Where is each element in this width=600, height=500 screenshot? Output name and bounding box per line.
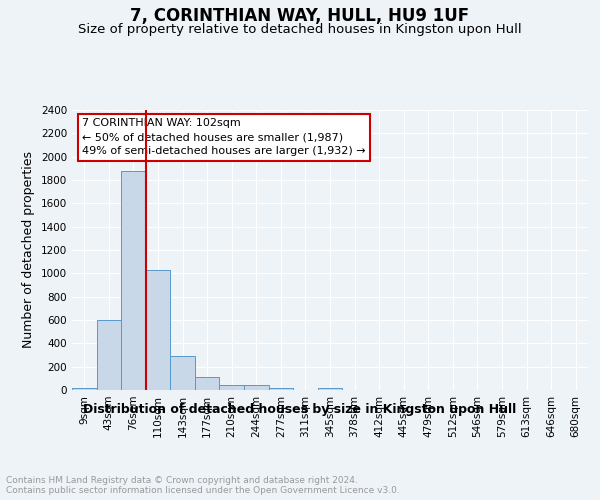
Text: 7 CORINTHIAN WAY: 102sqm
← 50% of detached houses are smaller (1,987)
49% of sem: 7 CORINTHIAN WAY: 102sqm ← 50% of detach…: [82, 118, 366, 156]
Bar: [269, 388, 293, 390]
Bar: [121, 170, 146, 390]
Bar: [318, 388, 342, 390]
Text: Contains HM Land Registry data © Crown copyright and database right 2024.
Contai: Contains HM Land Registry data © Crown c…: [6, 476, 400, 495]
Bar: [72, 388, 97, 390]
Bar: [195, 377, 220, 390]
Text: 7, CORINTHIAN WAY, HULL, HU9 1UF: 7, CORINTHIAN WAY, HULL, HU9 1UF: [130, 8, 470, 26]
Text: Distribution of detached houses by size in Kingston upon Hull: Distribution of detached houses by size …: [83, 402, 517, 415]
Bar: [220, 384, 244, 390]
Text: Size of property relative to detached houses in Kingston upon Hull: Size of property relative to detached ho…: [78, 22, 522, 36]
Bar: [146, 270, 170, 390]
Bar: [244, 386, 269, 390]
Y-axis label: Number of detached properties: Number of detached properties: [22, 152, 35, 348]
Bar: [170, 356, 195, 390]
Bar: [97, 320, 121, 390]
